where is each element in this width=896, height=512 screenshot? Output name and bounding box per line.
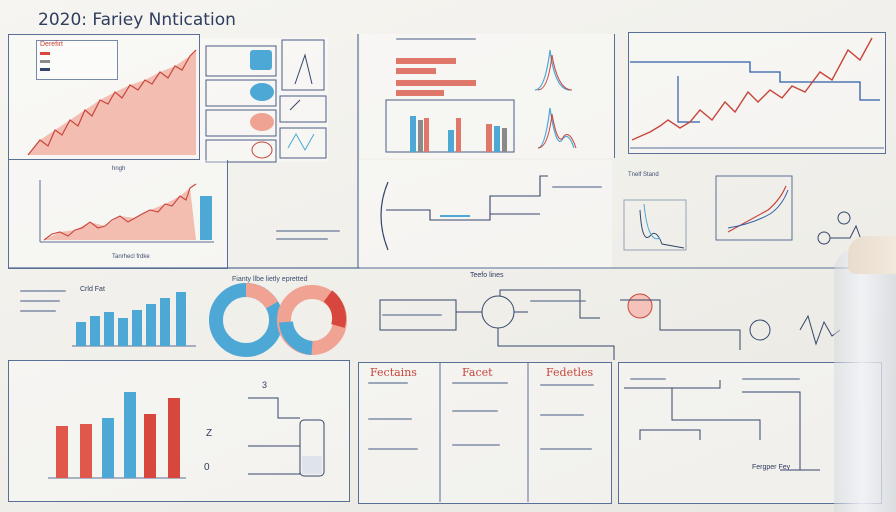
scribble-3 xyxy=(20,290,66,292)
scribble-4 xyxy=(20,300,60,302)
scribble-9 xyxy=(452,382,508,384)
lb-bar-7 xyxy=(160,298,170,346)
top-center-panel xyxy=(360,34,615,158)
scribble-1 xyxy=(276,230,340,232)
center-label: Fianty llbe lietly epretted xyxy=(232,276,308,283)
left-bar-title: Crld Fat xyxy=(80,286,105,293)
scribble-5 xyxy=(20,310,56,312)
flow-step-3: 0 xyxy=(204,462,210,473)
lb-bar-1 xyxy=(76,322,86,346)
top-right-panel xyxy=(628,32,886,154)
lb-bar-8 xyxy=(176,292,186,346)
table-col3-header: Fedetles xyxy=(546,366,594,379)
page-title: 2020: Fariey Nntication xyxy=(38,10,236,30)
flow-step-1: 3 xyxy=(262,380,268,390)
scribble-8 xyxy=(368,418,412,420)
scribble-2 xyxy=(276,238,328,240)
scribble-14 xyxy=(452,444,500,446)
scribble-17 xyxy=(630,378,666,380)
scribble-13 xyxy=(368,448,418,450)
scribble-12 xyxy=(540,414,584,416)
bottle-foreground xyxy=(834,250,896,512)
scribble-6 xyxy=(382,314,442,316)
flow-step-2: Z xyxy=(206,428,213,439)
scribble-18 xyxy=(530,300,586,302)
lb-bar-5 xyxy=(132,310,142,346)
mid-left-footer: Tanrhecl frdke xyxy=(112,254,150,260)
legend-title: Derefirt xyxy=(40,41,63,48)
right-flow-label: Fergper Fey xyxy=(752,464,791,471)
scribble-11 xyxy=(540,384,594,386)
scribble-10 xyxy=(452,410,498,412)
bottom-left-panel xyxy=(8,360,350,502)
process-label: Teefo lines xyxy=(470,272,504,279)
top-left-axis-label: hngh xyxy=(112,166,126,172)
scribble-15 xyxy=(540,448,592,450)
top-right-label: Tnelf Stand xyxy=(628,172,659,178)
scribble-7 xyxy=(368,382,408,384)
scribble-16 xyxy=(742,378,800,380)
scribble-20 xyxy=(552,186,602,188)
center-flow-panel xyxy=(358,160,612,268)
flow-icon-panel xyxy=(200,38,328,162)
mid-left-panel xyxy=(8,160,228,269)
table-col1-header: Fectains xyxy=(370,366,417,379)
lb-bar-2 xyxy=(90,316,100,346)
lb-bar-4 xyxy=(118,318,128,346)
lb-bar-6 xyxy=(146,304,156,346)
bottle-hand xyxy=(848,236,896,274)
table-col2-header: Facet xyxy=(462,366,493,379)
scribble-19 xyxy=(396,38,476,40)
lb-bar-3 xyxy=(104,312,114,346)
